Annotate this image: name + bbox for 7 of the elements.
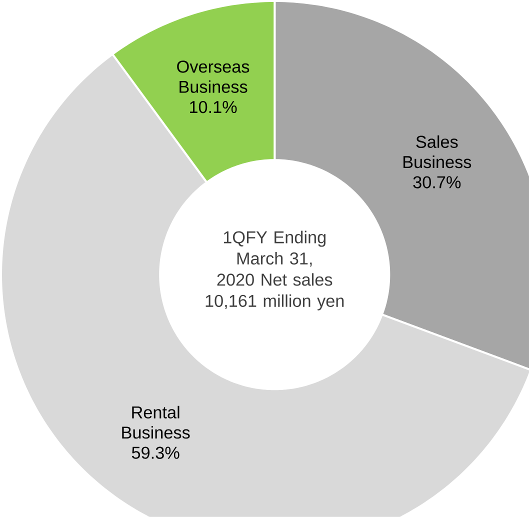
slice-label: Rental Business (122, 406, 190, 439)
data-label: 10.1% (190, 101, 237, 114)
data-label: 30.7% (413, 176, 461, 188)
slice-label: Overseas Business (177, 60, 250, 94)
data-label: 59.3% (132, 446, 180, 459)
text: 1QFY Ending March 31, 2020 Net sales 10,161 million yen (206, 230, 344, 310)
slice-label: Sales Business (404, 135, 472, 168)
